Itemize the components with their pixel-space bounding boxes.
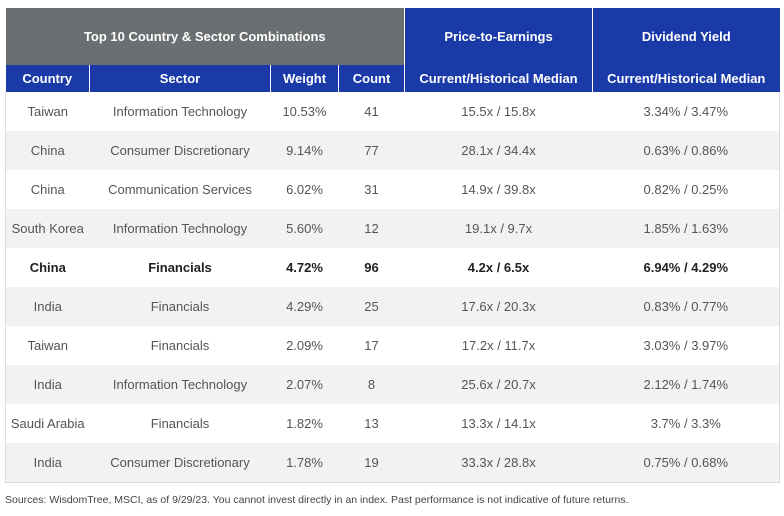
table-cell: 17.6x / 20.3x (404, 287, 593, 326)
table-cell: China (5, 131, 90, 170)
table-row: India Information Technology 2.07% 8 25.6x /… (5, 365, 780, 404)
column-header: Current/Historical Median (404, 65, 593, 92)
table-cell: 14.9x / 39.8x (461, 182, 536, 197)
table-cell: 0.75% / 0.68% (592, 443, 780, 483)
table-cell: 0.83% / 0.77% (592, 287, 780, 326)
table-cell: Financials (150, 338, 210, 353)
table-cell: India (5, 287, 90, 326)
table-cell: 3.34% / 3.47% (643, 104, 729, 119)
table-row: China Consumer Discretionary 9.14% 77 28.1x … (5, 131, 780, 170)
table-cell: 9.14% (270, 131, 339, 170)
table-cell: 0.63% / 0.86% (592, 131, 780, 170)
table-row: South Korea Information Technology 5.60% 12… (5, 209, 780, 248)
table-cell: 5.60% (270, 209, 339, 248)
table-cell: 1.78% (270, 443, 339, 483)
table-cell: Communication Services (108, 182, 252, 197)
table-cell: 17.2x / 11.7x (461, 338, 536, 353)
column-header: Weight (270, 65, 339, 92)
table-cell: China (30, 182, 65, 197)
table-cell: 6.94% / 4.29% (643, 260, 729, 275)
footnote: Sources: WisdomTree, MSCI, as of 9/29/23… (5, 494, 629, 506)
table-cell: 3.03% / 3.97% (643, 338, 729, 353)
table-cell: 1.85% / 1.63% (592, 209, 780, 248)
table-row: China Communication Services 6.02% 31 14.9x … (6, 170, 780, 209)
table-cell: 19.1x / 9.7x (404, 209, 593, 248)
table-cell: Financials (148, 260, 212, 275)
data-table: Top 10 Country & Sector Combinations Pri… (5, 8, 780, 483)
table-cell: Information Technology (89, 365, 271, 404)
table-cell: Consumer Discretionary (89, 443, 271, 483)
table-cell: Financials (150, 416, 210, 431)
group-header: Top 10 Country & Sector Combinations (5, 8, 405, 65)
column-header: Country (5, 65, 90, 92)
table-cell: 4.29% (270, 287, 339, 326)
table-cell: Taiwan (27, 104, 68, 119)
table-cell: 19 (338, 443, 405, 483)
table-cell: 31 (364, 182, 379, 197)
table-cell: 41 (364, 104, 379, 119)
table-row: Taiwan Financials 2.09% 17 17.2x / 11.7x 3.03… (6, 326, 780, 365)
table-cell: Information Technology (89, 209, 271, 248)
table-cell: 13 (364, 416, 379, 431)
table-cell: India (5, 443, 90, 483)
table-cell: China (29, 260, 66, 275)
table-cell: 77 (338, 131, 405, 170)
table-cell: Information Technology (112, 104, 248, 119)
table-cell: 4.2x / 6.5x (467, 260, 530, 275)
table-cell: Taiwan (27, 338, 68, 353)
table-cell: 13.3x / 14.1x (461, 416, 536, 431)
table-cell: 25.6x / 20.7x (404, 365, 593, 404)
column-header: Count (337, 65, 405, 92)
table-cell: 8 (338, 365, 405, 404)
table-container: Top 10 Country & Sector Combinations Pri… (5, 8, 780, 483)
table-cell: 28.1x / 34.4x (404, 131, 593, 170)
table-row: Taiwan Information Technology 10.53% 41 15.5… (6, 92, 780, 131)
table-cell: 25 (338, 287, 405, 326)
table-cell: 10.53% (282, 104, 327, 119)
table-cell: 4.72% (286, 260, 323, 275)
table-cell: 2.12% / 1.74% (592, 365, 780, 404)
table-cell: 33.3x / 28.8x (404, 443, 593, 483)
table-cell: Saudi Arabia (10, 416, 85, 431)
table-cell: Financials (89, 287, 271, 326)
table-cell: 96 (364, 260, 379, 275)
table-cell: 15.5x / 15.8x (461, 104, 536, 119)
column-header: Sector (89, 65, 271, 92)
table-row: China Financials 4.72% 96 4.2x / 6.5x 6.94% /… (6, 248, 780, 287)
table-cell: 12 (338, 209, 405, 248)
table-cell: 2.07% (270, 365, 339, 404)
table-cell: Consumer Discretionary (89, 131, 271, 170)
table-cell: 0.82% / 0.25% (643, 182, 729, 197)
group-header: Price-to-Earnings (404, 8, 593, 65)
table-row: India Consumer Discretionary 1.78% 19 33.3x … (5, 443, 780, 483)
table-cell: 1.82% (286, 416, 323, 431)
table-cell: South Korea (5, 209, 90, 248)
table-cell: 2.09% (286, 338, 323, 353)
group-header: Dividend Yield (592, 8, 780, 65)
table-row: India Financials 4.29% 25 17.6x / 20.3x 0.83%… (5, 287, 780, 326)
table-cell: 17 (364, 338, 379, 353)
table-cell: 6.02% (286, 182, 323, 197)
column-header: Current/Historical Median (592, 65, 780, 92)
table-cell: 3.7% / 3.3% (650, 416, 721, 431)
table-cell: India (5, 365, 90, 404)
table-row: Saudi Arabia Financials 1.82% 13 13.3x / 14.… (6, 404, 780, 443)
